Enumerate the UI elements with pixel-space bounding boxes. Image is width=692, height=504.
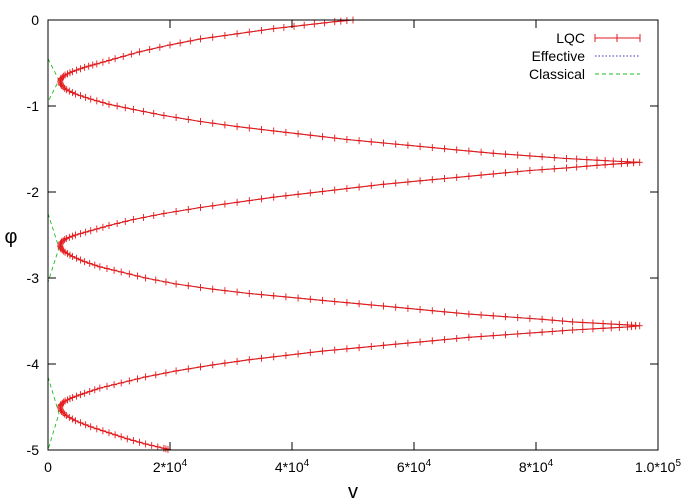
y-tick-label: -1 — [27, 98, 40, 114]
x-axis-label: v — [348, 481, 358, 503]
classical-branch — [47, 376, 60, 451]
y-tick-label: -3 — [27, 270, 40, 286]
y-axis-label: φ — [5, 226, 18, 248]
plot-lines — [47, 16, 643, 453]
legend: LQC Effective Classical — [529, 30, 641, 82]
x-tick-label: 2*104 — [153, 458, 188, 475]
lqc-curve — [59, 19, 640, 451]
y-tick-label: -5 — [27, 442, 40, 458]
legend-label: Effective — [532, 48, 586, 64]
classical-branch — [47, 58, 60, 102]
classical-curve — [59, 19, 640, 451]
y-tick-label: 0 — [31, 12, 39, 28]
legend-label: Classical — [529, 66, 585, 82]
classical-branch — [47, 213, 60, 283]
axis-ticks: 0 2*104 4*104 6*104 8*104 1.0*105 0 -1 -2 -3 -4 -5 — [27, 12, 682, 475]
plot-frame — [47, 19, 659, 451]
x-tick-label: 1.0*105 — [635, 458, 681, 475]
legend-label: LQC — [556, 30, 585, 46]
x-tick-label: 0 — [44, 459, 52, 475]
y-tick-label: -2 — [27, 184, 40, 200]
y-tick-label: -4 — [27, 356, 40, 372]
effective-curve — [59, 19, 640, 451]
x-tick-label: 6*104 — [397, 458, 432, 475]
x-tick-label: 8*104 — [519, 458, 554, 475]
x-tick-label: 4*104 — [275, 458, 310, 475]
